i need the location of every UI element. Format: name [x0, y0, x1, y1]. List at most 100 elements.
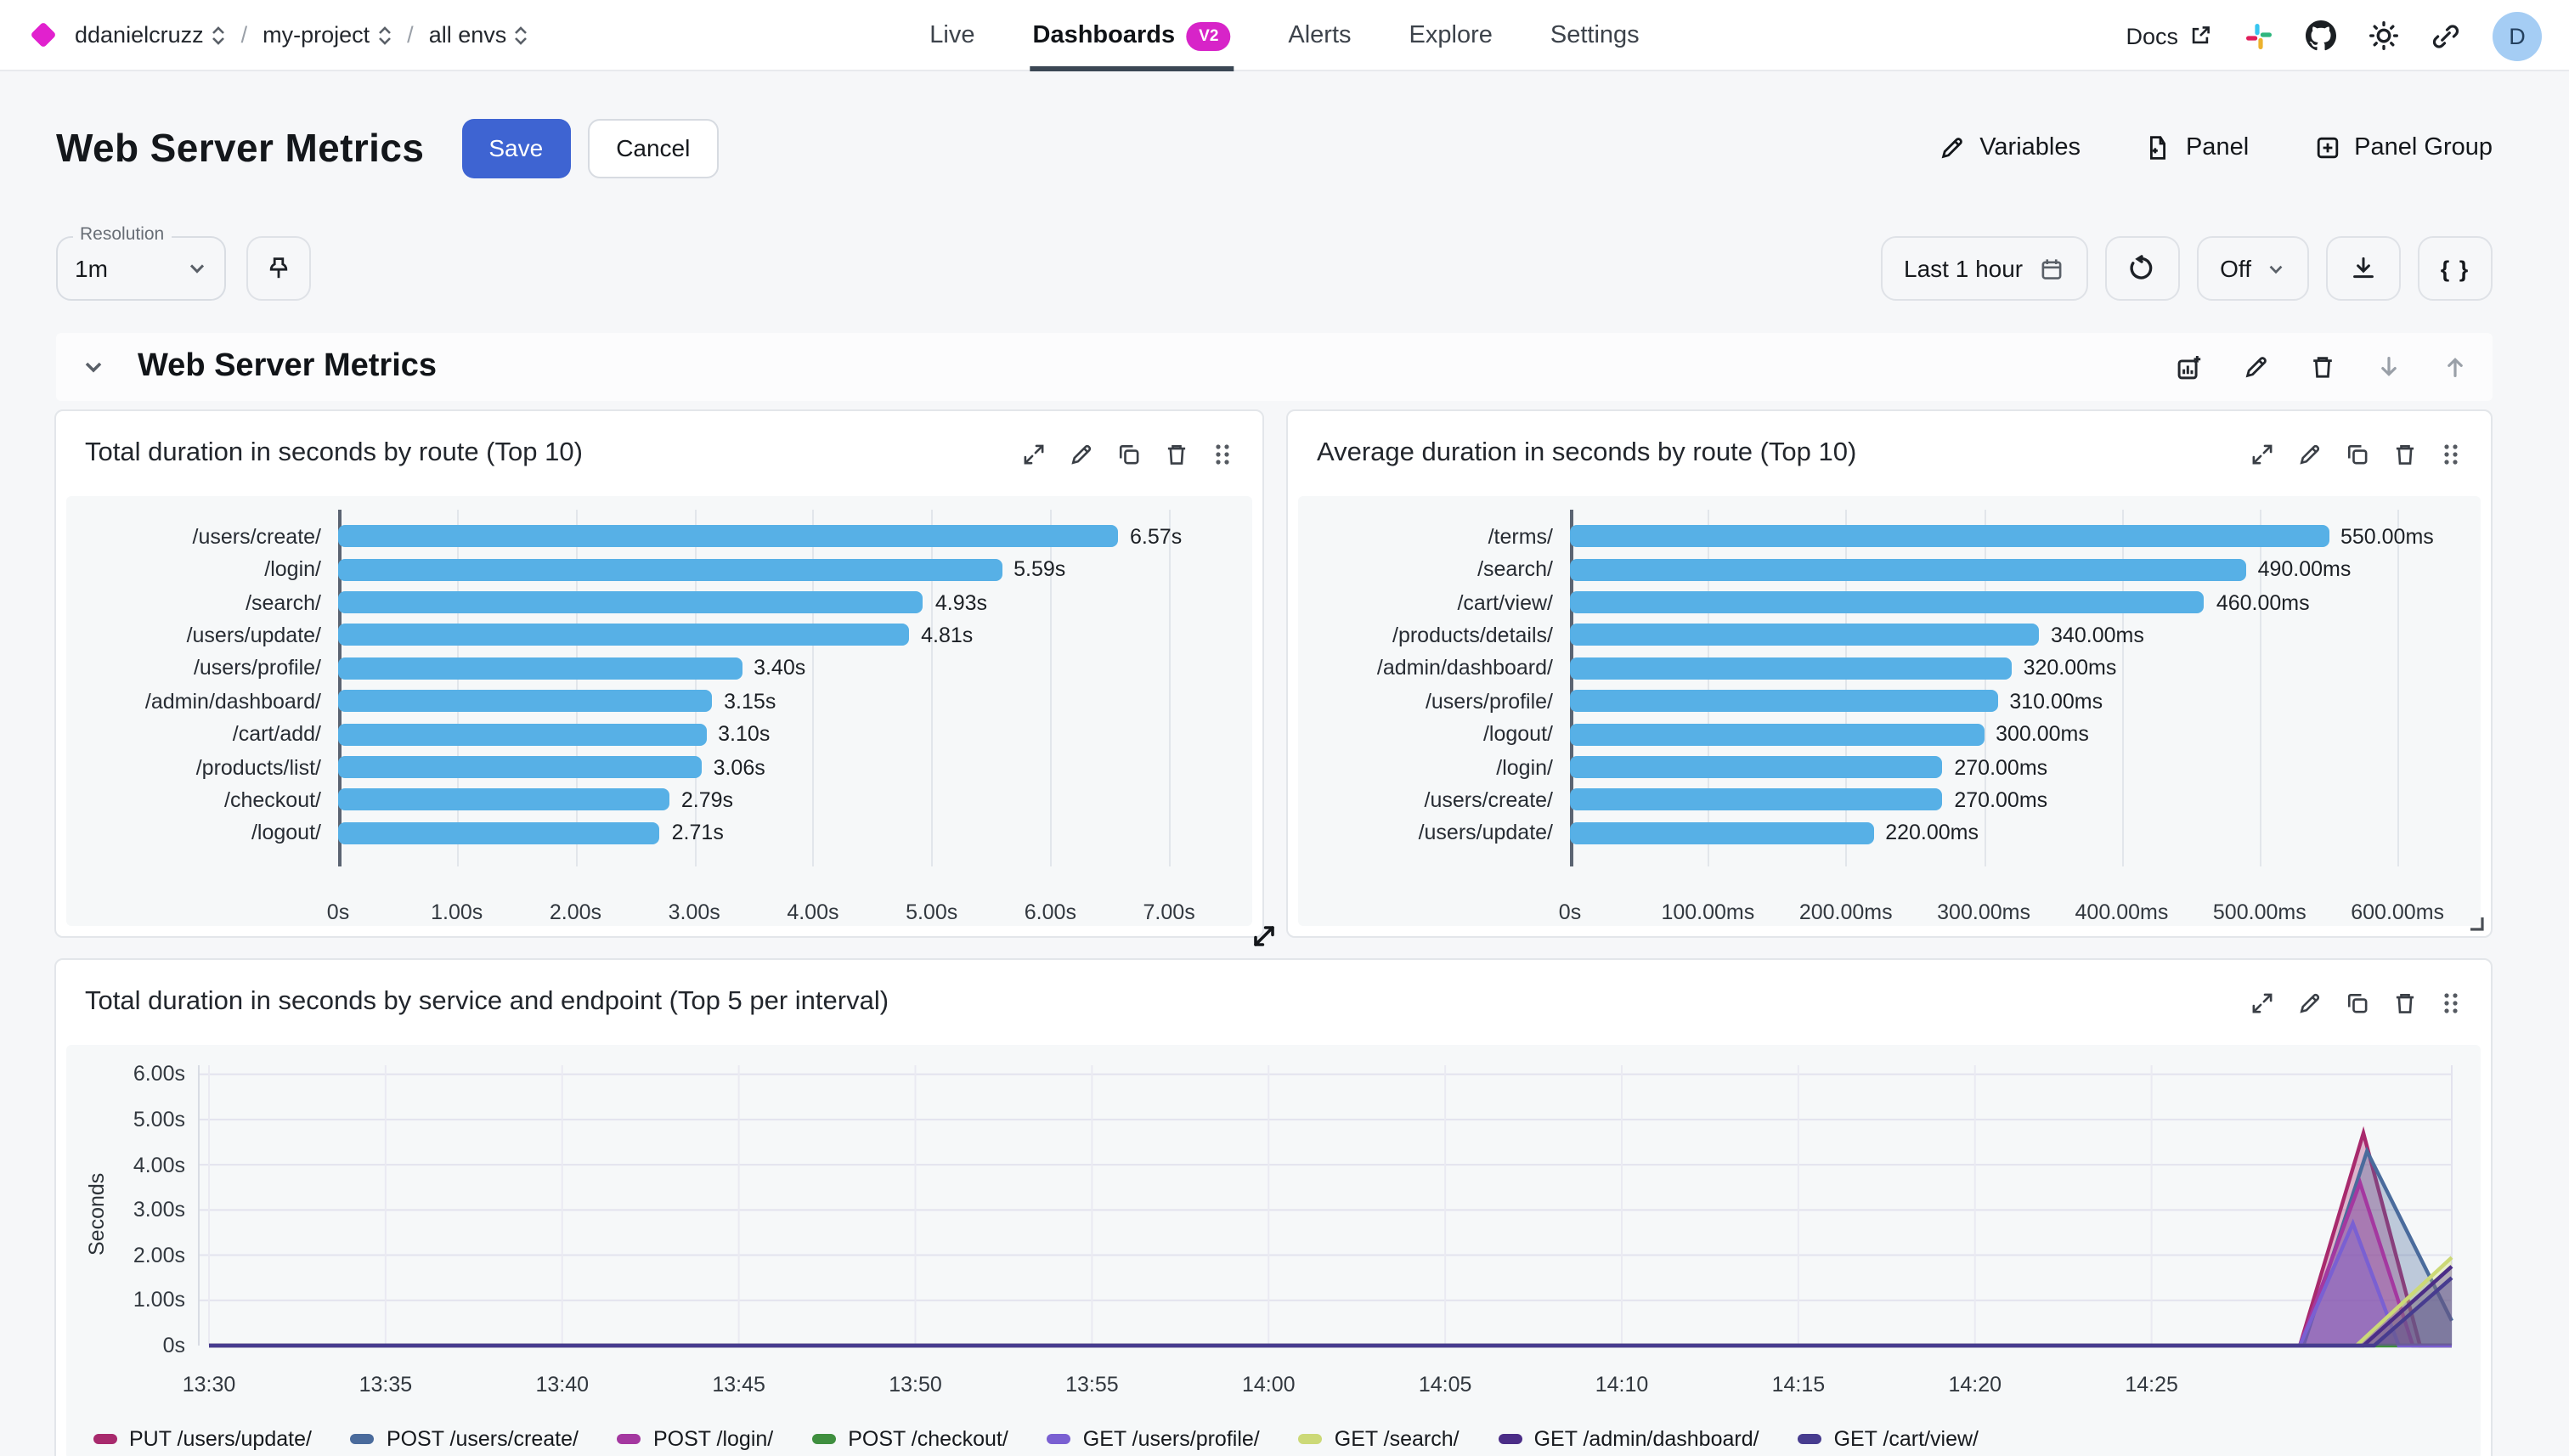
drag-grip-icon[interactable]	[2440, 990, 2462, 1015]
slack-icon[interactable]	[2244, 21, 2273, 50]
edit-pencil-icon[interactable]	[2243, 353, 2270, 381]
bar[interactable]	[1570, 723, 1985, 746]
expand-icon[interactable]	[2250, 990, 2275, 1015]
legend-item[interactable]: POST /login/	[617, 1427, 773, 1451]
edit-pencil-icon[interactable]	[2297, 990, 2323, 1015]
bar-value-label: 4.93s	[934, 590, 988, 614]
delete-trash-icon[interactable]	[1164, 441, 1189, 466]
bar[interactable]	[338, 756, 702, 778]
gridline	[456, 510, 459, 866]
env-selector[interactable]: all envs	[429, 22, 529, 48]
brand-logo-icon[interactable]	[30, 21, 57, 48]
chart-average-duration-by-route[interactable]: 0s 100.00ms 200.00ms 300.00ms 400.00ms 500.00…	[1298, 496, 2481, 926]
category-label: /terms/	[1488, 524, 1553, 549]
time-series-plot[interactable]	[198, 1065, 2453, 1348]
autorefresh-select[interactable]: Off	[2196, 236, 2309, 301]
bar-value-label: 2.79s	[680, 787, 734, 812]
delete-trash-icon[interactable]	[2392, 990, 2418, 1015]
duplicate-copy-icon[interactable]	[2345, 990, 2370, 1015]
save-button[interactable]: Save	[461, 118, 571, 178]
bar[interactable]	[1570, 821, 1874, 844]
expand-icon[interactable]	[1021, 441, 1047, 466]
expand-icon[interactable]	[2250, 441, 2275, 466]
tab-dashboards[interactable]: Dashboards V2	[1029, 0, 1235, 71]
bar[interactable]	[338, 821, 660, 844]
time-range-button[interactable]: Last 1 hour	[1880, 236, 2088, 301]
pin-resolution-button[interactable]	[246, 236, 311, 301]
bar[interactable]	[338, 690, 713, 713]
json-view-button[interactable]: { }	[2418, 236, 2493, 301]
bar[interactable]	[338, 624, 910, 646]
bar[interactable]	[338, 525, 1119, 548]
drag-grip-icon[interactable]	[2440, 441, 2462, 466]
edit-pencil-icon[interactable]	[1069, 441, 1094, 466]
duplicate-copy-icon[interactable]	[1116, 441, 1142, 466]
tab-settings[interactable]: Settings	[1550, 22, 1640, 49]
variables-button[interactable]: Variables	[1939, 134, 2081, 161]
bar[interactable]	[338, 558, 1002, 581]
series-line[interactable]	[209, 1146, 2453, 1348]
refresh-button[interactable]	[2104, 236, 2180, 301]
series-line[interactable]	[209, 1218, 2452, 1348]
docs-link[interactable]: Docs	[2126, 23, 2212, 48]
bar[interactable]	[338, 723, 707, 746]
square-plus-icon	[2316, 137, 2338, 159]
legend-item[interactable]: POST /checkout/	[812, 1427, 1008, 1451]
tab-explore[interactable]: Explore	[1409, 22, 1493, 49]
resolution-select[interactable]: Resolution 1m	[56, 224, 226, 301]
series-line[interactable]	[209, 1256, 2453, 1348]
theme-toggle-sun-icon[interactable]	[2369, 20, 2399, 51]
tab-live[interactable]: Live	[929, 22, 975, 49]
panel-resize-corner[interactable]	[2460, 907, 2487, 934]
edit-pencil-icon[interactable]	[2297, 441, 2323, 466]
gridline	[1570, 510, 1573, 866]
legend-item[interactable]: GET /cart/view/	[1798, 1427, 1979, 1451]
avatar[interactable]: D	[2493, 11, 2542, 60]
org-selector[interactable]: ddanielcruzz	[75, 22, 226, 48]
export-download-button[interactable]	[2326, 236, 2401, 301]
delete-trash-icon[interactable]	[2309, 353, 2336, 381]
tab-alerts[interactable]: Alerts	[1288, 22, 1352, 49]
legend-item[interactable]: GET /users/profile/	[1047, 1427, 1260, 1451]
bar[interactable]	[1570, 657, 2012, 680]
gridline	[2259, 510, 2261, 866]
category-label: /users/update/	[186, 623, 321, 647]
series-line[interactable]	[209, 1265, 2453, 1348]
bar[interactable]	[338, 788, 669, 811]
legend-item[interactable]: GET /admin/dashboard/	[1498, 1427, 1759, 1451]
bar[interactable]	[1570, 624, 2040, 646]
chart-total-duration-by-route[interactable]: 0s 1.00s 2.00s 3.00s 4.00s 5.00s 6.00s 7.00s/us…	[66, 496, 1252, 926]
legend-item[interactable]: GET /search/	[1298, 1427, 1460, 1451]
project-selector[interactable]: my-project	[263, 22, 392, 48]
legend-item[interactable]: PUT /users/update/	[93, 1427, 312, 1451]
bar[interactable]	[1570, 558, 2246, 581]
move-down-icon[interactable]	[2375, 353, 2402, 381]
bar[interactable]	[1570, 525, 2329, 548]
collapse-chevron-icon[interactable]	[80, 353, 107, 381]
drag-grip-icon[interactable]	[1211, 441, 1234, 466]
legend-label: POST /users/create/	[386, 1427, 579, 1451]
series-line[interactable]	[209, 1276, 2453, 1348]
move-up-icon[interactable]	[2442, 353, 2469, 381]
add-chart-icon[interactable]	[2175, 353, 2204, 381]
bar[interactable]	[1570, 591, 2205, 613]
series-line[interactable]	[209, 1177, 2452, 1348]
duplicate-copy-icon[interactable]	[2345, 441, 2370, 466]
bar[interactable]	[1570, 756, 1943, 778]
bar[interactable]	[338, 657, 742, 680]
add-panel-group-button[interactable]: Panel Group	[2313, 134, 2493, 161]
delete-trash-icon[interactable]	[2392, 441, 2418, 466]
add-panel-button[interactable]: Panel	[2145, 134, 2249, 161]
bar[interactable]	[1570, 788, 1943, 811]
x-tick-label: 1.00s	[431, 900, 483, 924]
share-link-icon[interactable]	[2431, 21, 2460, 50]
legend-item[interactable]: POST /users/create/	[350, 1427, 579, 1451]
bar-value-label: 220.00ms	[1885, 821, 1979, 845]
github-icon[interactable]	[2306, 20, 2336, 51]
cancel-button[interactable]: Cancel	[587, 118, 720, 178]
chart-duration-by-service-endpoint[interactable]: 0s 1.00s 2.00s 3.00s 4.00s 5.00s 6.00s Seconds 1…	[66, 1045, 2481, 1456]
bar[interactable]	[1570, 690, 1998, 713]
bar[interactable]	[338, 591, 923, 613]
x-tick-label: 6.00s	[1024, 900, 1076, 924]
pencil-icon	[1941, 138, 1963, 159]
